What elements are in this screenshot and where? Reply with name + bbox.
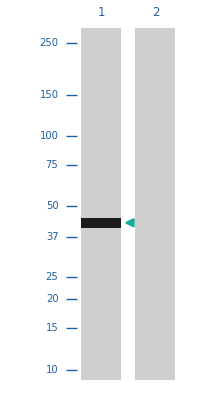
Text: 100: 100 xyxy=(39,131,58,141)
Text: 2: 2 xyxy=(151,6,159,19)
Text: 37: 37 xyxy=(45,232,58,242)
Text: 75: 75 xyxy=(45,160,58,170)
Text: 150: 150 xyxy=(39,90,58,100)
Text: 20: 20 xyxy=(45,294,58,304)
Bar xyxy=(135,28,174,380)
Text: 50: 50 xyxy=(45,201,58,211)
Text: 10: 10 xyxy=(45,364,58,374)
Text: 15: 15 xyxy=(45,323,58,333)
Text: 250: 250 xyxy=(39,38,58,48)
Bar xyxy=(81,218,120,228)
Text: 1: 1 xyxy=(97,6,105,19)
Bar xyxy=(81,28,120,380)
Text: 25: 25 xyxy=(45,272,58,282)
